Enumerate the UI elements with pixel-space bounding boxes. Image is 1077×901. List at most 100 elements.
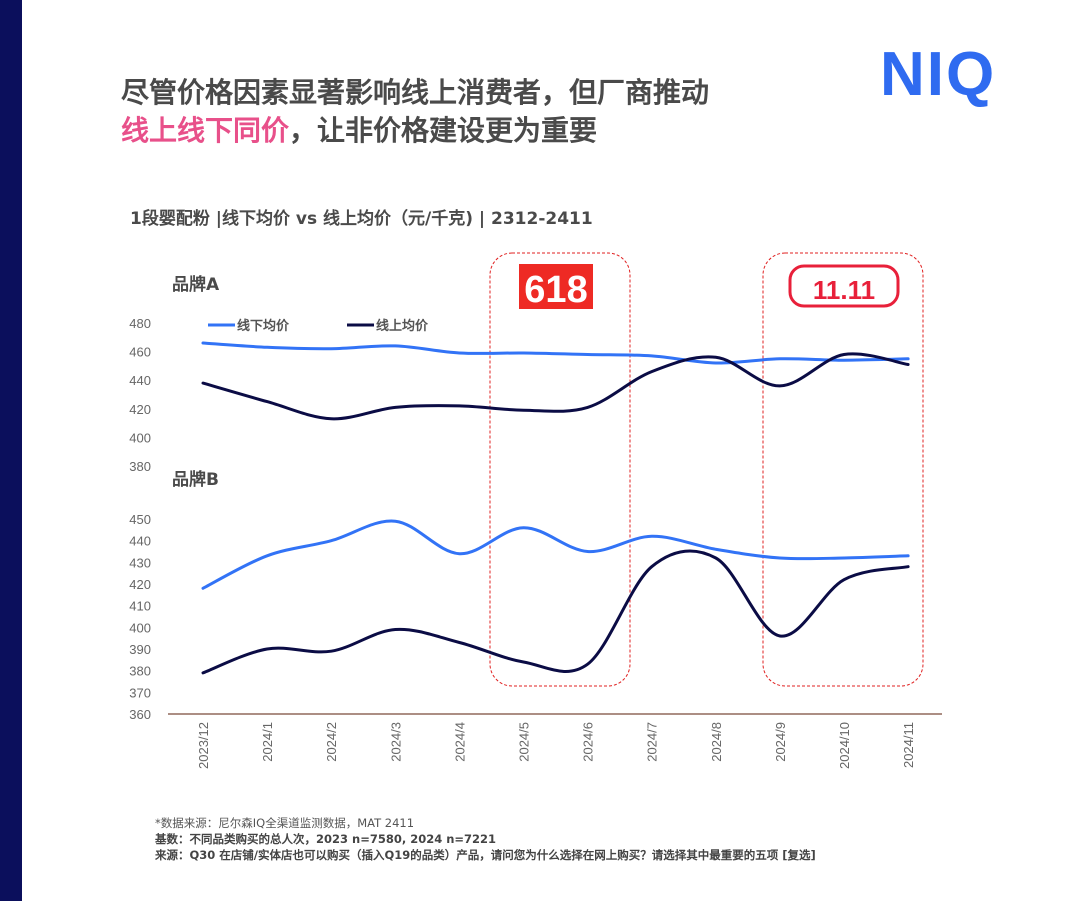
title-rest: ，让非价格建设更为重要	[289, 114, 598, 147]
left-accent-strip	[0, 0, 22, 901]
data-point	[587, 551, 589, 552]
1111-logo-text: 11.11	[813, 275, 875, 305]
y-tick-label: 480	[129, 316, 151, 331]
panel-label-a: 品牌A	[172, 274, 220, 295]
y-tick-label: 380	[129, 664, 151, 679]
data-point	[523, 527, 524, 529]
x-tick-label: 2023/12	[196, 722, 211, 769]
data-point	[523, 352, 524, 354]
data-point	[394, 520, 396, 522]
series-line-offline	[201, 519, 910, 590]
footnotes: *数据来源：尼尔森IQ全渠道监测数据，MAT 2411 基数：不同品类购买的总人…	[155, 815, 816, 863]
data-point	[266, 401, 268, 403]
y-tick-label: 380	[129, 459, 151, 474]
data-point	[843, 579, 845, 581]
x-tick-label: 2024/8	[709, 722, 724, 762]
legend-label: 线上均价	[376, 318, 429, 334]
x-tick-label: 2024/7	[645, 722, 660, 762]
data-point	[715, 548, 717, 550]
data-point	[651, 355, 653, 357]
data-point	[202, 672, 204, 674]
data-point	[202, 382, 204, 384]
data-point	[651, 535, 653, 537]
data-point	[843, 557, 845, 559]
x-tick-label: 2024/2	[324, 722, 339, 762]
title-highlight: 线上线下同价	[121, 114, 290, 147]
data-point	[779, 635, 781, 637]
data-point	[330, 418, 332, 420]
series-line-online	[201, 549, 910, 675]
y-tick-label: 400	[129, 620, 151, 635]
title-line-2: 线上线下同价，让非价格建设更为重要	[121, 112, 709, 150]
x-tick-label: 2024/4	[452, 722, 467, 762]
data-point	[779, 385, 781, 387]
note-base: 基数：不同品类购买的总人次，2023 n=7580, 2024 n=7221	[155, 832, 497, 846]
y-tick-label: 430	[129, 555, 151, 570]
data-point	[266, 346, 268, 348]
data-point	[202, 587, 204, 589]
data-point	[907, 566, 909, 568]
data-point	[651, 566, 653, 568]
y-tick-label: 440	[129, 373, 151, 388]
data-point	[394, 629, 396, 630]
x-tick-label: 2024/10	[837, 722, 852, 769]
618-logo-text: 618	[524, 269, 587, 311]
y-tick-label: 360	[129, 707, 151, 722]
data-point	[587, 354, 589, 355]
data-point	[715, 356, 717, 358]
niq-logo: NIQ	[880, 40, 997, 109]
page-title: 尽管价格因素显著影响线上消费者，但厂商推动 线上线下同价，让非价格建设更为重要	[121, 74, 709, 150]
x-tick-label: 2024/11	[901, 722, 916, 768]
event-1111-box	[762, 252, 924, 687]
data-point	[330, 540, 332, 542]
data-point	[587, 406, 589, 408]
data-point	[266, 555, 268, 557]
data-point	[330, 650, 332, 652]
data-point	[202, 342, 204, 344]
title-line-1: 尽管价格因素显著影响线上消费者，但厂商推动	[121, 76, 710, 109]
note-source: *数据来源：尼尔森IQ全渠道监测数据，MAT 2411	[155, 816, 415, 830]
data-point	[907, 364, 909, 365]
data-point	[458, 553, 460, 555]
data-point	[907, 555, 909, 557]
data-point	[394, 406, 396, 408]
x-tick-label: 2024/3	[388, 722, 403, 762]
y-tick-label: 390	[129, 642, 151, 657]
data-point	[651, 371, 653, 373]
chart-subtitle: 1段婴配粉 |线下均价 vs 线上均价（元/千克) | 2312-2411	[130, 209, 593, 229]
y-tick-label: 410	[129, 599, 151, 614]
y-tick-label: 420	[129, 577, 151, 592]
data-point	[394, 345, 396, 347]
data-point	[523, 409, 524, 411]
y-tick-label: 420	[129, 402, 151, 417]
data-point	[523, 661, 524, 663]
x-tick-label: 2024/9	[773, 722, 788, 762]
y-tick-label: 460	[129, 345, 151, 360]
x-tick-label: 2024/6	[581, 722, 596, 762]
1111-logo	[788, 264, 900, 308]
data-point	[458, 352, 460, 354]
data-point	[330, 348, 332, 350]
data-point	[779, 557, 781, 559]
data-point	[587, 663, 589, 665]
x-tick-label: 2024/5	[517, 722, 532, 762]
y-tick-label: 400	[129, 430, 151, 445]
series-line-online	[201, 352, 910, 421]
data-point	[266, 648, 268, 650]
data-point	[907, 358, 909, 360]
data-point	[715, 362, 717, 364]
series-line-offline	[201, 341, 910, 365]
y-tick-label: 440	[129, 534, 151, 549]
y-tick-label: 450	[129, 512, 151, 527]
618-logo	[519, 264, 593, 309]
note-question: 来源：Q30 在店铺/实体店也可以购买（插入Q19的品类）产品，请问您为什么选择…	[155, 848, 816, 862]
data-point	[779, 358, 781, 360]
data-point	[843, 359, 845, 361]
event-618-box	[489, 252, 631, 687]
y-tick-label: 370	[129, 685, 151, 700]
legend-label: 线下均价	[237, 318, 290, 334]
x-tick-label: 2024/1	[260, 722, 275, 762]
data-point	[843, 354, 845, 355]
data-point	[458, 405, 460, 407]
